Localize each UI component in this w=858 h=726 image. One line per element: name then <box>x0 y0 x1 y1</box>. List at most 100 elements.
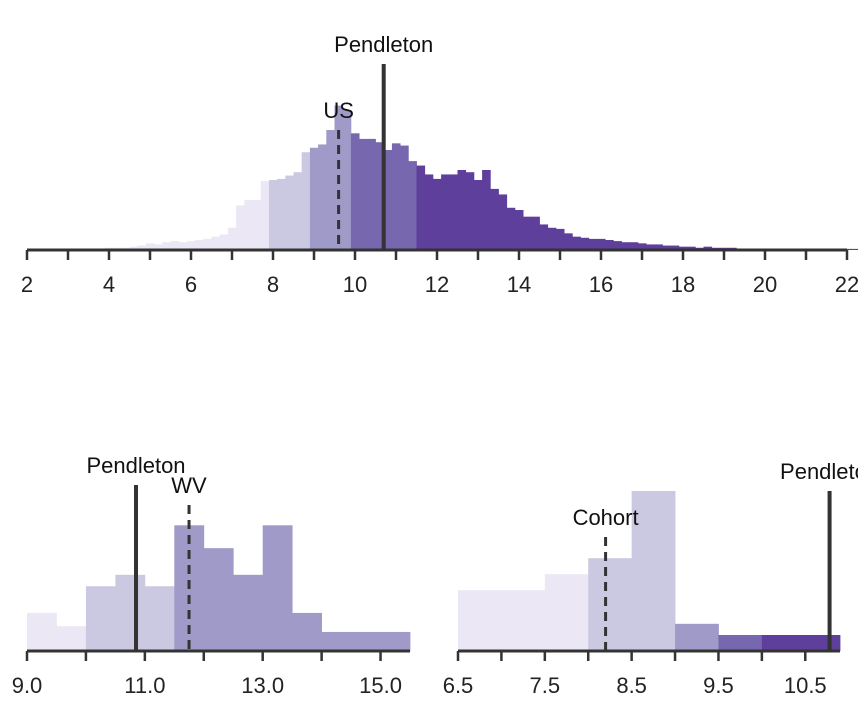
histogram-bar <box>555 228 565 250</box>
cohort-distribution-panel: 6.5 7.5 8.5 9.5 10.5 Cohort Pendleton <box>443 459 858 698</box>
x-tick-label: 4 <box>103 272 115 297</box>
histogram-bar <box>203 238 212 250</box>
histogram-bar <box>162 242 171 250</box>
histogram-bar <box>490 188 499 250</box>
histogram-bar <box>301 152 311 250</box>
histogram-bar <box>145 243 155 250</box>
histogram-bar <box>277 178 286 250</box>
x-tick-label: 8 <box>267 272 279 297</box>
reference-label-cohort: Cohort <box>573 505 639 530</box>
histogram-bar <box>465 172 475 250</box>
x-tick-label: 6 <box>185 272 197 297</box>
histogram-bar <box>408 161 417 250</box>
histogram-bar <box>675 623 719 651</box>
histogram-bar <box>654 244 663 250</box>
histogram-bar <box>219 234 229 250</box>
histogram-bar <box>244 200 253 250</box>
histogram-bar <box>170 241 180 250</box>
histogram-bar <box>605 240 614 250</box>
histogram-bar <box>498 194 508 250</box>
histogram-bar <box>424 174 434 250</box>
histogram-bar <box>262 525 293 651</box>
reference-label-pendleton: Pendleton <box>86 453 185 478</box>
histogram-bar <box>56 626 87 651</box>
histogram-bar <box>631 491 676 651</box>
histogram-bar <box>539 224 549 250</box>
histogram-bar <box>629 242 639 250</box>
histogram-bar <box>621 242 631 250</box>
histogram-bar <box>514 210 524 250</box>
histogram-bar <box>178 242 188 250</box>
histogram-bar <box>596 238 606 250</box>
histogram-bar <box>375 142 385 250</box>
histogram-bar <box>851 248 858 250</box>
histogram-bar <box>129 246 139 250</box>
histogram-bar <box>718 635 763 651</box>
histogram-bar <box>523 216 532 250</box>
x-tick-label: 9.0 <box>12 673 43 698</box>
histogram-bar <box>203 548 234 651</box>
x-tick-label: 11.0 <box>124 673 165 698</box>
histogram-bar <box>144 586 175 651</box>
histogram-bar <box>400 145 409 250</box>
x-tick-label: 9.5 <box>703 673 734 698</box>
histogram-bar <box>326 130 335 250</box>
x-tick-label: 20 <box>753 272 777 297</box>
histogram-bar <box>285 175 294 250</box>
histogram-bar <box>27 612 57 651</box>
histogram-bar <box>233 574 264 651</box>
histogram-bar <box>391 143 401 250</box>
histogram-bar <box>458 590 546 651</box>
reference-label-wv: WV <box>171 473 207 498</box>
histogram-bar <box>646 244 655 250</box>
histogram-bar <box>416 165 426 250</box>
x-tick-label: 10 <box>343 272 367 297</box>
x-tick-label: 14 <box>507 272 531 297</box>
x-tick-label: 8.5 <box>616 673 647 698</box>
histogram-bar <box>670 245 680 250</box>
x-tick-label: 12 <box>425 272 449 297</box>
x-tick-label: 6.5 <box>443 673 474 698</box>
histogram-bar <box>441 174 450 250</box>
x-tick-label: 10.5 <box>784 673 827 698</box>
x-tick-label: 22 <box>835 272 858 297</box>
histogram-bar <box>292 612 323 651</box>
histogram-bar <box>260 181 270 250</box>
histogram-bar <box>268 180 278 250</box>
histogram-bar <box>350 133 360 250</box>
histogram-bar <box>678 246 688 250</box>
x-tick-label: 13.0 <box>241 673 284 698</box>
histogram-bar <box>687 246 696 250</box>
histogram-bar <box>531 216 540 250</box>
histogram-bar <box>703 246 713 250</box>
x-tick-label: 2 <box>21 272 33 297</box>
histogram-bar <box>342 110 352 250</box>
histogram-bar <box>564 233 573 250</box>
reference-label-pendleton: Pendleton <box>780 459 858 484</box>
histogram-bar <box>572 236 581 250</box>
histogram-bar <box>367 138 376 250</box>
histogram-bar <box>588 558 633 651</box>
histogram-bar <box>506 207 516 250</box>
reference-label-pendleton: Pendleton <box>334 32 433 57</box>
histogram-bar <box>383 150 393 250</box>
histogram-bar <box>252 200 262 250</box>
x-tick-label: 16 <box>589 272 613 297</box>
histogram-bar <box>227 227 237 250</box>
histogram-bar <box>85 586 116 651</box>
national-distribution-panel: 2 4 6 8 10 12 14 16 18 20 22 US Pendleton <box>21 32 858 297</box>
histogram-bar <box>432 178 442 250</box>
x-tick-label: 7.5 <box>530 673 561 698</box>
histogram-bar <box>318 144 327 250</box>
histogram-bar <box>842 248 852 250</box>
histogram-bar <box>544 574 589 651</box>
histogram-bar <box>588 238 598 250</box>
histogram-bar <box>309 147 319 250</box>
x-tick-label: 15.0 <box>359 673 402 698</box>
reference-label-us: US <box>323 98 354 123</box>
histogram-bar <box>321 631 411 651</box>
histogram-bar <box>482 170 491 250</box>
x-tick-label: 18 <box>671 272 695 297</box>
histogram-bar <box>637 243 647 250</box>
